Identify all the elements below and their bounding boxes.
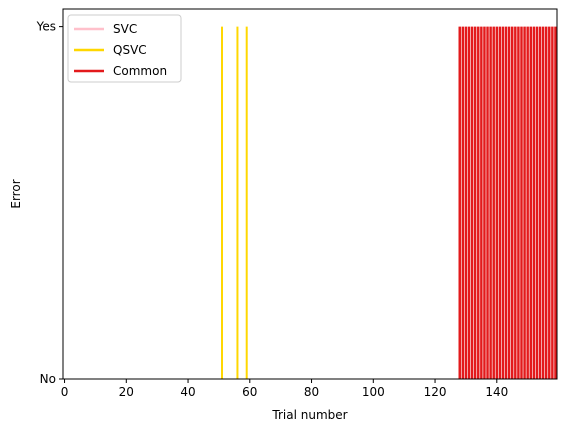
x-tick-label: 80 bbox=[304, 385, 319, 399]
bar-common-23 bbox=[529, 26, 532, 379]
bar-common-22 bbox=[526, 26, 529, 379]
x-tick-label: 120 bbox=[424, 385, 447, 399]
bar-common-9 bbox=[486, 26, 489, 379]
bars-layer bbox=[221, 26, 557, 379]
bar-common-14 bbox=[501, 26, 505, 379]
bar-common-25 bbox=[535, 26, 539, 379]
bar-common-5 bbox=[473, 26, 477, 379]
bar-common-13 bbox=[498, 26, 502, 379]
bar-common-11 bbox=[492, 26, 495, 379]
bar-common-7 bbox=[480, 26, 483, 379]
x-axis-title: Trial number bbox=[271, 408, 347, 422]
x-tick-label: 0 bbox=[61, 385, 69, 399]
legend-label-svc: SVC bbox=[113, 22, 137, 36]
bar-common-31 bbox=[554, 26, 557, 379]
bar-common-15 bbox=[504, 26, 508, 379]
bar-common-8 bbox=[483, 26, 486, 379]
x-tick-label: 60 bbox=[242, 385, 257, 399]
bar-common-4 bbox=[470, 26, 474, 379]
bar-common-30 bbox=[551, 26, 554, 379]
bar-common-28 bbox=[544, 26, 548, 379]
bar-common-1 bbox=[461, 26, 465, 379]
y-tick-label: No bbox=[40, 372, 56, 386]
bar-common-21 bbox=[523, 26, 526, 379]
bar-common-0 bbox=[458, 26, 461, 379]
y-tick-label: Yes bbox=[36, 20, 56, 34]
x-axis: 0 20 40 60 80 100 120 140 bbox=[61, 379, 508, 399]
bar-common-16 bbox=[507, 26, 511, 379]
y-axis: No Yes bbox=[36, 20, 63, 386]
bar-common-10 bbox=[489, 26, 492, 379]
bar-common-18 bbox=[514, 26, 517, 379]
bar-common-17 bbox=[510, 26, 514, 379]
plot-frame bbox=[62, 8, 558, 380]
bar-common-24 bbox=[532, 26, 536, 379]
bar-common-12 bbox=[495, 26, 499, 379]
bar-common-19 bbox=[517, 26, 520, 379]
bar-common-3 bbox=[467, 26, 471, 379]
bar-common-26 bbox=[538, 26, 542, 379]
legend: SVC QSVC Common bbox=[67, 14, 182, 83]
bar-common-2 bbox=[464, 26, 468, 379]
x-tick-label: 20 bbox=[119, 385, 134, 399]
legend-box bbox=[67, 14, 182, 83]
x-tick-label: 40 bbox=[180, 385, 195, 399]
x-tick-label: 140 bbox=[485, 385, 508, 399]
x-tick-label: 100 bbox=[362, 385, 385, 399]
bar-common-20 bbox=[520, 26, 523, 379]
bar-common-29 bbox=[548, 26, 551, 379]
legend-label-qsvc: QSVC bbox=[113, 43, 147, 57]
bar-common-6 bbox=[477, 26, 480, 379]
y-axis-title: Error bbox=[9, 179, 23, 208]
legend-label-common: Common bbox=[113, 64, 167, 78]
bar-common-27 bbox=[541, 26, 545, 379]
